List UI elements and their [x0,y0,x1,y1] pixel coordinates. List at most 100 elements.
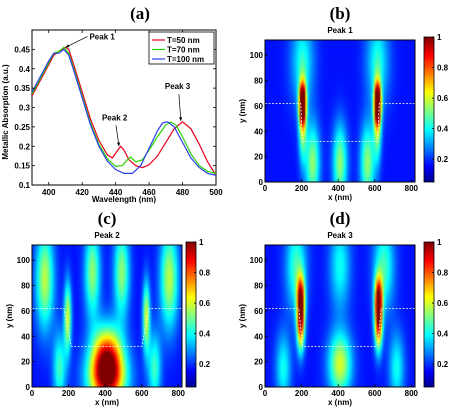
field-map [265,245,415,387]
y-tick: 40 [254,332,263,341]
structure-boundary [265,103,415,142]
x-axis-label: x (nm) [95,398,119,407]
y-tick-a: 0.15 [14,162,30,171]
colorbar-tick: 0.6 [199,299,211,308]
heatmap-peak2: Peak 2 0 200 400 600 800 0 20 40 60 80 100 x (nm) y (… [5,231,211,407]
y-tick-a: 0.4 [19,65,31,74]
heatmap-peak1: Peak 1 0 200 400 600 800 0 20 40 60 80 100 x (nm) y (… [238,26,449,202]
x-tick-a: 500 [209,188,223,197]
y-tick: 60 [21,307,30,316]
colorbar-tick: 0.8 [437,64,449,73]
legend-entry: T=50 nm [167,36,200,45]
legend-entry: T=100 nm [167,55,204,64]
heatmap-title: Peak 1 [327,26,353,35]
series-line-3 [32,48,216,176]
plot-frame [264,39,416,183]
colorbar [185,241,197,388]
plot-frame [264,244,416,388]
heatmap-title: Peak 3 [327,231,353,240]
x-tick: 0 [263,389,268,398]
colorbar-tick: 0.4 [437,125,449,134]
heatmap-title: Peak 2 [94,231,120,240]
structure-boundary [265,307,415,347]
x-tick: 200 [295,184,309,193]
panel-letter-d: (d) [330,209,351,228]
x-tick: 400 [98,389,112,398]
y-tick: 40 [254,127,263,136]
y-axis-label: y (nm) [238,99,247,123]
colorbar-tick: 1 [437,238,442,247]
x-tick-a: 460 [142,188,156,197]
y-tick: 100 [250,51,264,60]
y-tick: 0 [259,383,264,392]
legend-a: T=50 nmT=70 nmT=100 nm [148,31,215,65]
y-axis-label-a: Metallic Absorption (a.u.) [1,64,10,160]
field-map [265,40,415,182]
y-tick: 20 [254,153,263,162]
y-tick: 0 [26,383,31,392]
y-tick: 60 [254,307,263,316]
x-tick-a: 480 [176,188,190,197]
colorbar-tick: 0.6 [437,94,449,103]
y-tick: 20 [254,358,263,367]
x-tick: 0 [263,184,268,193]
colorbar-tick: 0.4 [437,330,449,339]
y-tick: 100 [250,256,264,265]
colorbar-tick: 0.6 [437,299,449,308]
y-tick: 80 [254,77,263,86]
x-tick: 600 [368,184,382,193]
x-axis-label: x (nm) [328,193,352,202]
x-tick-a: 400 [42,188,56,197]
absorption-chart: 400 420 440 460 480 500 0.1 0.15 0.2 0.25 0.3 0.35 0… [1,29,223,204]
x-tick: 800 [172,389,186,398]
series-line-2 [32,46,216,174]
y-tick: 20 [21,358,30,367]
x-axis-label-a: Wavelength (nm) [92,195,156,204]
colorbar-tick: 0.2 [199,360,211,369]
x-tick: 600 [135,389,149,398]
x-tick: 800 [405,184,419,193]
y-tick: 40 [21,332,30,341]
peak-annotation: Peak 1 [89,32,115,41]
peak-annotation: Peak 3 [165,82,191,91]
panel-letter-a: (a) [130,4,150,23]
y-tick: 0 [259,178,264,187]
panel-letter-b: (b) [330,4,351,23]
colorbar [423,36,435,183]
x-tick: 0 [30,389,35,398]
y-tick: 60 [254,102,263,111]
y-tick: 80 [21,282,30,291]
peak-annotation: Peak 2 [102,113,128,122]
x-tick-a: 420 [76,188,90,197]
colorbar [423,241,435,388]
x-tick-a: 440 [109,188,123,197]
plot-frame [31,244,183,388]
colorbar-tick: 0.8 [199,269,211,278]
y-tick-a: 0.35 [14,84,30,93]
y-tick: 100 [17,256,31,265]
x-tick: 800 [405,389,419,398]
x-tick: 400 [331,389,345,398]
colorbar-tick: 1 [437,33,442,42]
y-tick-a: 0.3 [19,104,31,113]
y-axis-label: y (nm) [238,304,247,328]
y-tick: 80 [254,282,263,291]
x-tick: 600 [368,389,382,398]
field-map [32,245,182,387]
x-tick: 400 [331,184,345,193]
y-tick-a: 0.2 [19,142,31,151]
panel-letter-c: (c) [98,209,117,228]
x-axis-label: x (nm) [328,398,352,407]
structure-boundary [32,307,182,347]
colorbar-tick: 0.2 [437,155,449,164]
colorbar-tick: 0.2 [437,360,449,369]
x-tick: 200 [295,389,309,398]
x-tick: 200 [62,389,76,398]
colorbar-tick: 1 [199,238,204,247]
colorbar-tick: 0.4 [199,330,211,339]
y-tick-a: 0.1 [19,181,31,190]
legend-entry: T=70 nm [167,46,200,55]
y-tick-a: 0.45 [14,45,30,54]
y-axis-label: y (nm) [5,304,14,328]
